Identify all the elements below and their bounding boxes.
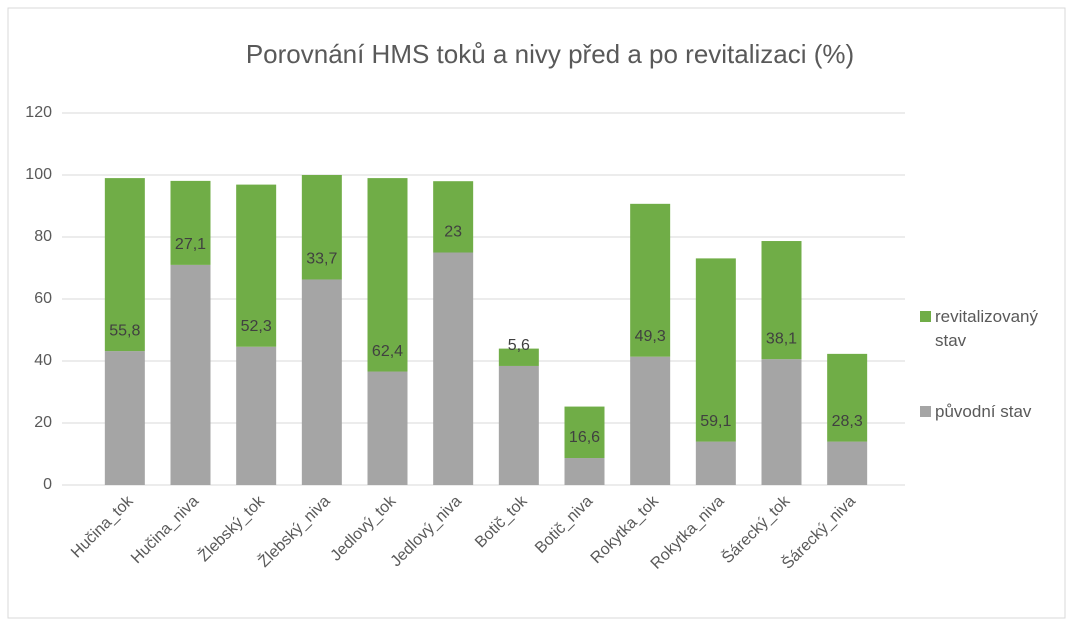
chart-title: Porovnání HMS toků a nivy před a po revi…	[246, 39, 854, 69]
y-tick-label: 80	[34, 228, 52, 245]
bar-segment	[630, 356, 671, 485]
legend-swatch	[920, 311, 931, 322]
bar-segment	[367, 371, 408, 485]
data-label: 49,3	[635, 328, 666, 345]
bar-segment	[301, 175, 342, 280]
y-tick-label: 0	[43, 476, 52, 493]
bar-segment	[695, 441, 736, 485]
y-tick-label: 100	[25, 166, 52, 183]
y-tick-label: 20	[34, 414, 52, 431]
y-tick-label: 120	[25, 104, 52, 121]
data-label: 52,3	[241, 318, 272, 335]
bar-segment	[367, 178, 408, 372]
data-label: 16,6	[569, 429, 600, 446]
data-label: 38,1	[766, 330, 797, 347]
legend-label: revitalizovaný stav	[935, 307, 1038, 350]
bar-segment	[170, 180, 211, 265]
bar-segment	[104, 178, 145, 352]
bar-segment	[827, 441, 868, 485]
legend-swatch	[920, 406, 931, 417]
data-label: 23	[444, 224, 462, 241]
bar-segment	[498, 348, 539, 366]
bar-segment	[761, 241, 802, 360]
bar-segment	[498, 365, 539, 485]
bar-segment	[236, 184, 277, 347]
data-label: 33,7	[306, 251, 337, 268]
y-tick-label: 40	[34, 352, 52, 369]
bar-segment	[761, 359, 802, 485]
bar-segment	[104, 351, 145, 485]
bar-segment	[564, 406, 605, 459]
bar-segment	[433, 252, 474, 485]
data-label: 27,1	[175, 236, 206, 253]
legend-label: původní stav	[935, 402, 1032, 421]
data-label: 5,6	[508, 337, 530, 354]
bar-segment	[630, 203, 671, 357]
data-label: 62,4	[372, 343, 403, 360]
bar-segment	[433, 181, 474, 253]
bar-segment	[170, 264, 211, 485]
bar-segment	[236, 346, 277, 485]
data-label: 59,1	[700, 413, 731, 430]
bar-segment	[695, 258, 736, 442]
data-label: 28,3	[832, 413, 863, 430]
bar-segment	[564, 458, 605, 485]
bar-segment	[301, 279, 342, 485]
data-label: 55,8	[109, 322, 140, 339]
bar-segment	[827, 353, 868, 442]
y-tick-label: 60	[34, 290, 52, 307]
